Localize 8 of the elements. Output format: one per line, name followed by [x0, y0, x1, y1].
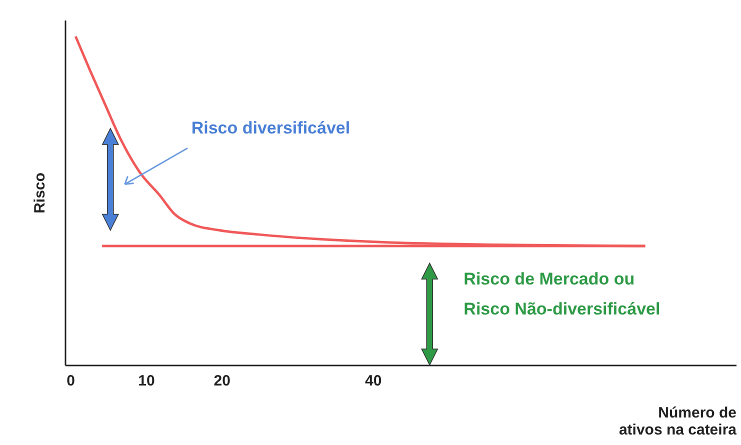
annotation: Risco de Mercado ou Risco Não-diversificável — [464, 270, 660, 319]
x-tick-label: 40 — [365, 372, 382, 390]
y-axis-title: Risco — [32, 172, 48, 214]
x-tick-label: 20 — [214, 372, 230, 390]
x-tick-label: 10 — [138, 372, 155, 390]
x-tick-label: 0 — [66, 372, 75, 390]
x-axis-title: Número de ativos na cateira — [618, 404, 738, 438]
annotation: Risco diversificável — [191, 118, 350, 138]
